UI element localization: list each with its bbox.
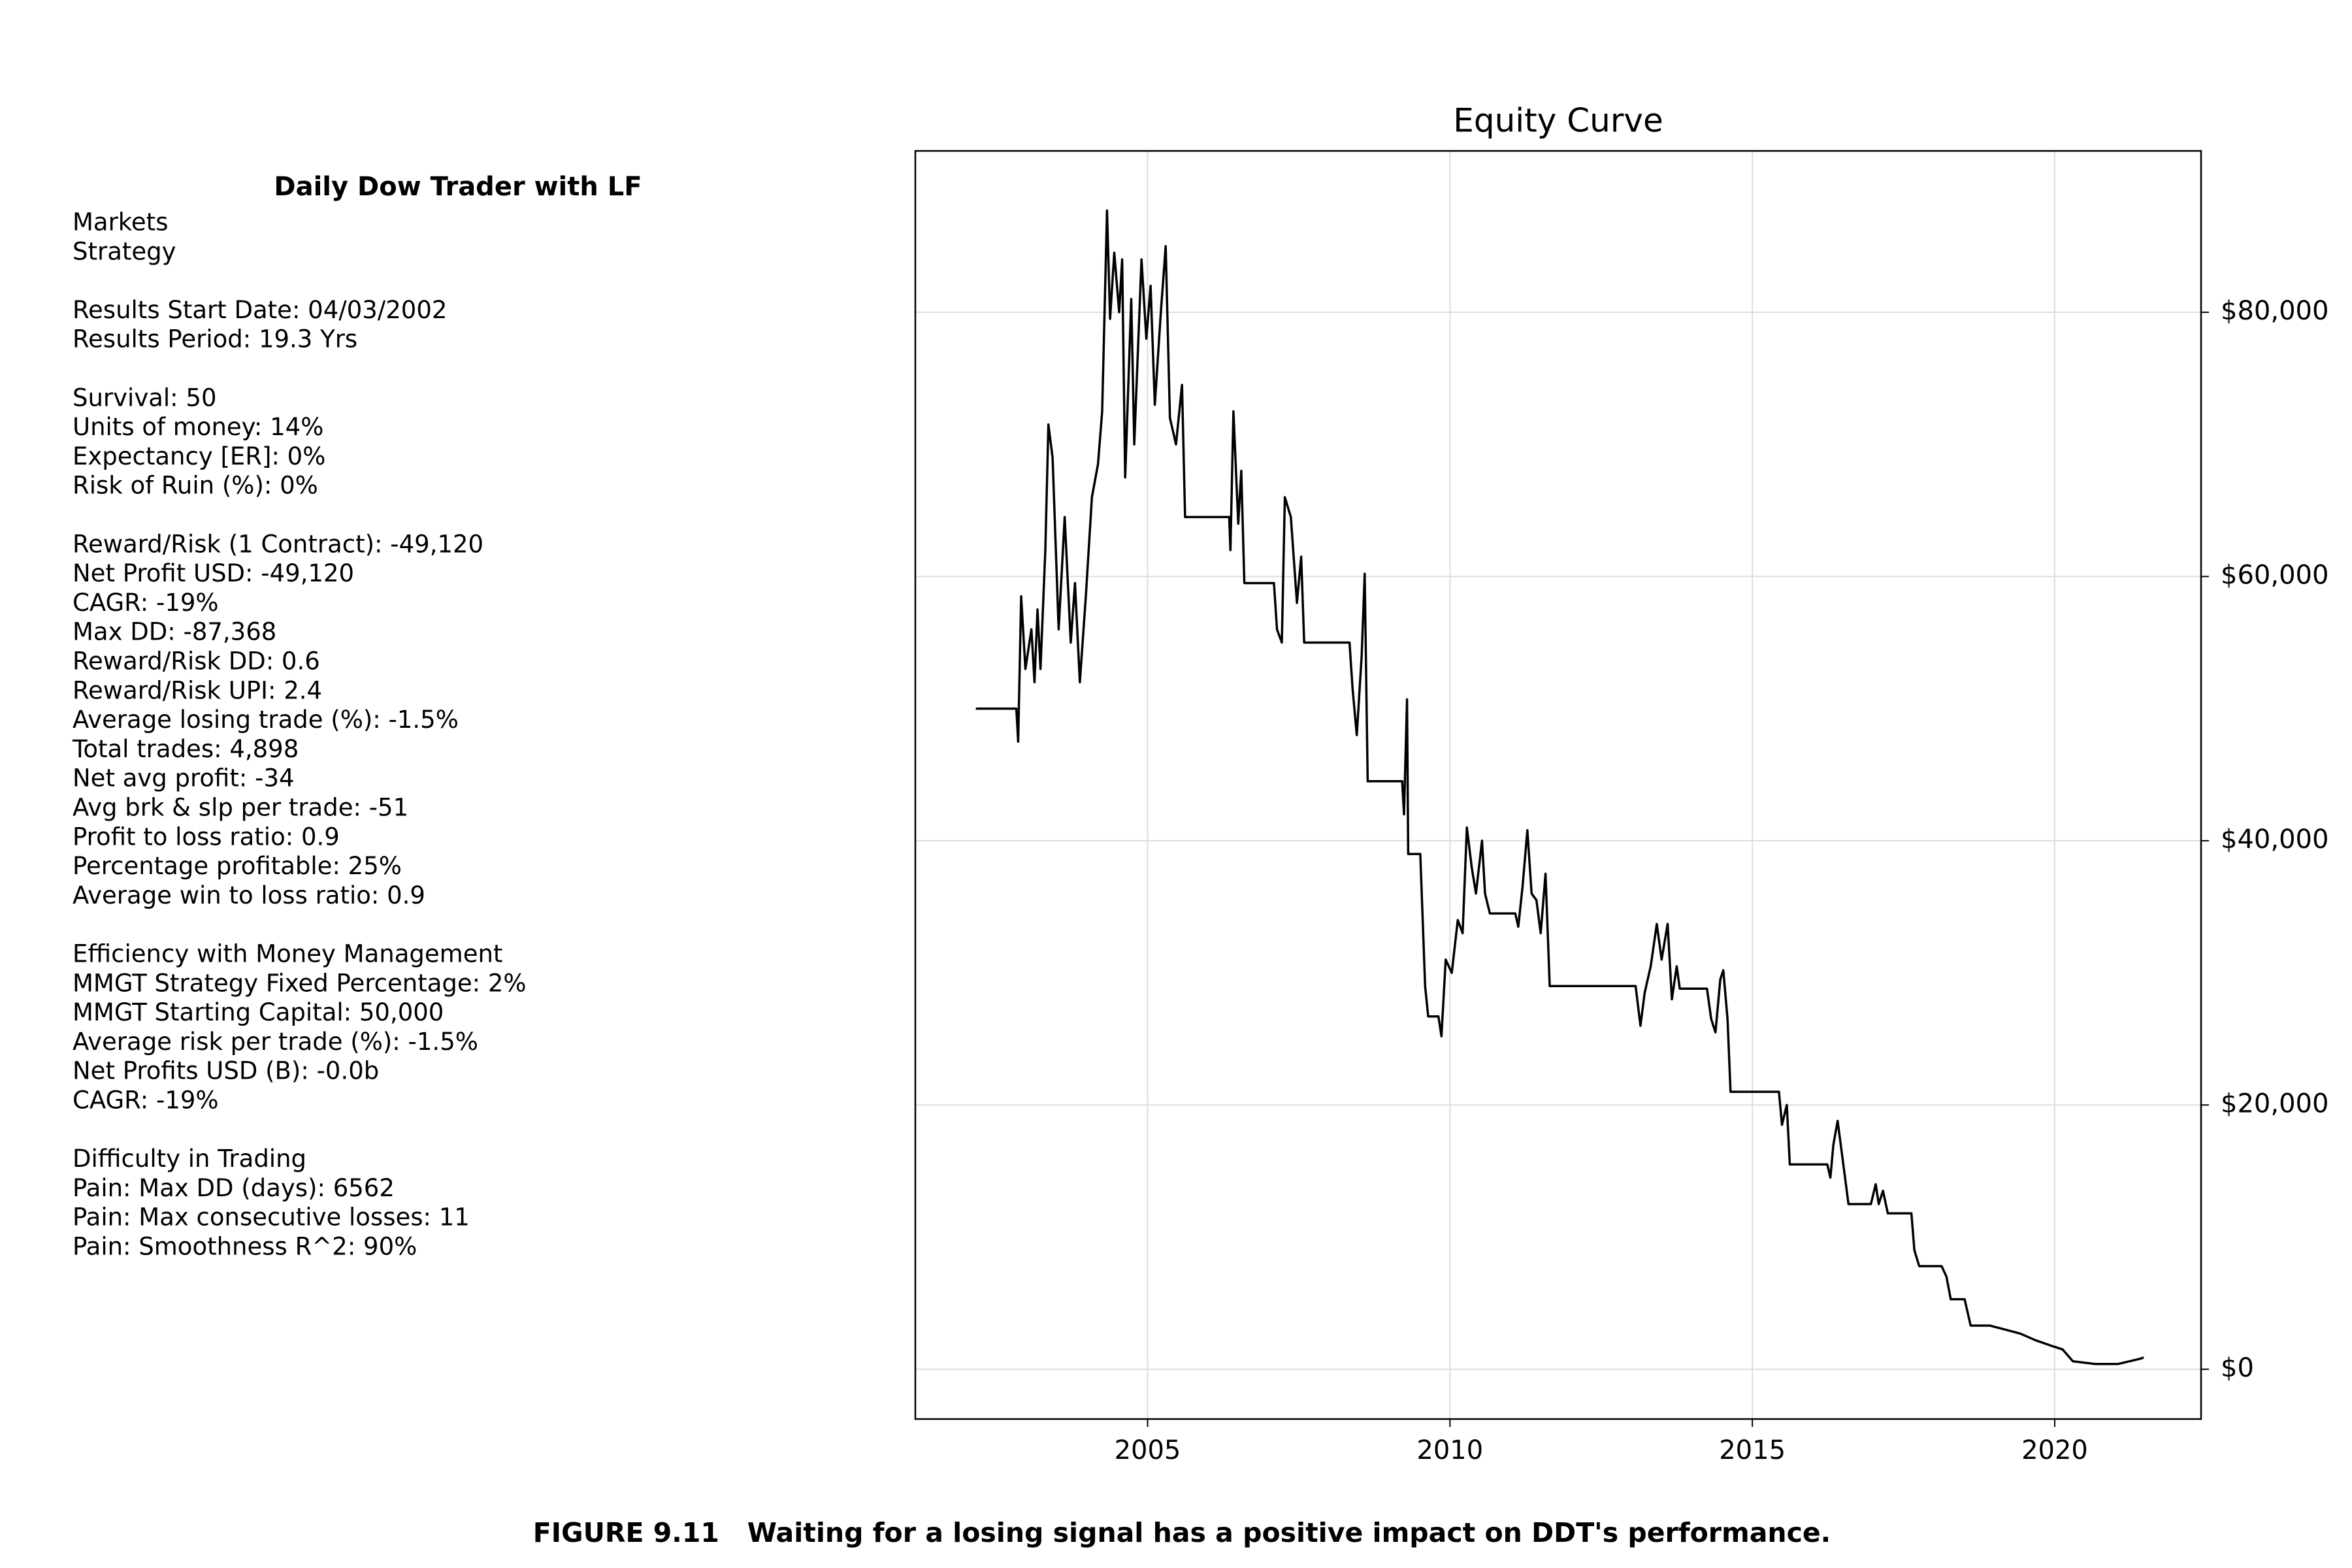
summary-line: Net Profit USD: -49,120 xyxy=(73,559,354,587)
x-tick-label: 2020 xyxy=(2021,1435,2088,1465)
equity-line xyxy=(975,209,2144,1365)
summary-line: Strategy xyxy=(73,237,176,265)
summary-line: Percentage profitable: 25% xyxy=(73,852,402,880)
summary-title: Daily Dow Trader with LF xyxy=(274,172,642,202)
summary-line: Expectancy [ER]: 0% xyxy=(73,442,325,470)
y-tick-label: $40,000 xyxy=(2221,825,2328,855)
chart-title: Equity Curve xyxy=(1453,102,1663,140)
summary-line: Results Start Date: 04/03/2002 xyxy=(73,296,447,324)
y-tick-label: $20,000 xyxy=(2221,1088,2328,1119)
y-tick-label: $0 xyxy=(2221,1353,2254,1383)
summary-line: MMGT Strategy Fixed Percentage: 2% xyxy=(73,969,527,997)
x-tick-label: 2010 xyxy=(1416,1435,1483,1465)
summary-line: Risk of Ruin (%): 0% xyxy=(73,472,318,500)
summary-line: Pain: Smoothness R^2: 90% xyxy=(73,1233,417,1261)
summary-line: Net avg profit: -34 xyxy=(73,764,295,792)
summary-line: Reward/Risk (1 Contract): -49,120 xyxy=(73,530,483,558)
summary-line: Avg brk & slp per trade: -51 xyxy=(73,794,408,822)
x-tick-label: 2005 xyxy=(1115,1435,1181,1465)
summary-line: Max DD: -87,368 xyxy=(73,618,276,646)
y-tick-label: $80,000 xyxy=(2221,296,2328,326)
summary-line: Profit to loss ratio: 0.9 xyxy=(73,823,340,851)
summary-line: Units of money: 14% xyxy=(73,413,323,441)
figure-caption: FIGURE 9.11 Waiting for a losing signal … xyxy=(533,1517,1831,1548)
summary-line: Efficiency with Money Management xyxy=(73,940,502,968)
summary-line: Average risk per trade (%): -1.5% xyxy=(73,1028,478,1056)
summary-line: Net Profits USD (B): -0.0b xyxy=(73,1057,379,1085)
summary-line: Reward/Risk DD: 0.6 xyxy=(73,647,320,676)
summary-line: Average win to loss ratio: 0.9 xyxy=(73,881,425,909)
summary-line: Total trades: 4,898 xyxy=(72,735,299,763)
plot-frame xyxy=(914,150,2202,1420)
summary-line: MMGT Starting Capital: 50,000 xyxy=(73,998,444,1026)
summary-line: CAGR: -19% xyxy=(73,1086,219,1115)
summary-line: Results Period: 19.3 Yrs xyxy=(73,325,357,353)
summary-line: CAGR: -19% xyxy=(73,589,219,617)
summary-line: Reward/Risk UPI: 2.4 xyxy=(73,676,322,704)
summary-line: Average losing trade (%): -1.5% xyxy=(73,706,459,734)
x-tick-label: 2015 xyxy=(1719,1435,1786,1465)
y-tick-label: $60,000 xyxy=(2221,560,2328,590)
summary-line: Survival: 50 xyxy=(73,384,216,412)
summary-line: Pain: Max consecutive losses: 11 xyxy=(73,1203,470,1232)
summary-line: Difficulty in Trading xyxy=(73,1145,306,1173)
summary-line: Markets xyxy=(73,208,168,237)
summary-line: Pain: Max DD (days): 6562 xyxy=(73,1174,395,1202)
